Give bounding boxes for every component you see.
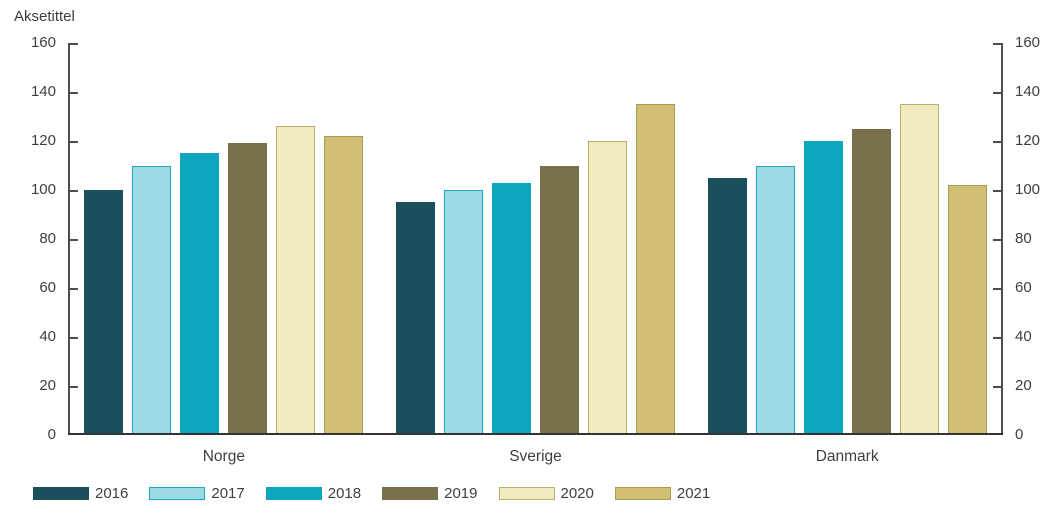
y-tick-label-left: 60 (39, 279, 56, 296)
y-tick-label-right: 80 (1015, 230, 1032, 247)
legend-swatch-2016 (33, 487, 89, 500)
axis-tick (70, 239, 78, 241)
y-tick-label-left: 160 (30, 34, 56, 51)
bar-2016-danmark[interactable] (707, 177, 747, 435)
legend-swatch-2018 (265, 487, 322, 500)
legend-label-2018: 2018 (327, 485, 362, 502)
bar-2021-norge[interactable] (324, 136, 364, 435)
bar-2019-norge[interactable] (228, 143, 268, 435)
y-tick-label-left: 20 (39, 377, 56, 394)
y-axis-line-right (1001, 43, 1003, 435)
y-tick-label-left: 140 (30, 83, 56, 100)
bar-2020-danmark[interactable] (899, 104, 939, 435)
legend-label-2017: 2017 (211, 485, 245, 502)
legend-swatch-2020 (498, 487, 555, 500)
bar-2017-norge[interactable] (132, 165, 172, 435)
legend-label-2016: 2016 (95, 485, 129, 502)
bar-2020-norge[interactable] (276, 126, 316, 435)
axis-tick (993, 92, 1001, 94)
bar-2017-sverige[interactable] (444, 190, 483, 435)
legend-swatch-2017 (149, 487, 206, 500)
x-axis-label-danmark: Danmark (815, 448, 879, 465)
axis-tick (993, 386, 1001, 388)
bar-2021-danmark[interactable] (947, 185, 987, 435)
legend-item-2021[interactable]: 2021 (614, 485, 711, 502)
x-axis-label-norge: Norge (202, 448, 245, 465)
axis-tick (70, 288, 78, 290)
bar-2018-norge[interactable] (180, 153, 220, 435)
y-tick-label-right: 160 (1015, 34, 1041, 51)
axis-tick (993, 190, 1001, 192)
axis-tick (70, 141, 78, 143)
y-tick-label-right: 20 (1015, 377, 1032, 394)
axis-tick (70, 190, 78, 192)
bar-2018-sverige[interactable] (492, 182, 531, 435)
y-tick-label-right: 60 (1015, 279, 1032, 296)
x-axis-label-sverige: Sverige (509, 448, 562, 465)
bar-2019-danmark[interactable] (851, 128, 891, 435)
legend-item-2019[interactable]: 2019 (382, 485, 478, 502)
y-tick-label-left: 80 (39, 230, 56, 247)
plot-area (68, 43, 1003, 435)
bar-2018-danmark[interactable] (803, 141, 843, 435)
legend-swatch-2019 (382, 487, 439, 500)
axis-tick (993, 141, 1001, 143)
bar-2019-sverige[interactable] (540, 165, 579, 435)
legend-swatch-2021 (614, 487, 671, 500)
y-tick-label-left: 120 (30, 132, 56, 149)
y-tick-label-right: 120 (1015, 132, 1041, 149)
bar-2016-sverige[interactable] (396, 202, 435, 435)
axis-tick (70, 43, 78, 45)
axis-tick (993, 337, 1001, 339)
axis-tick (993, 43, 1001, 45)
legend-item-2018[interactable]: 2018 (265, 485, 362, 502)
legend-item-2020[interactable]: 2020 (498, 485, 594, 502)
bar-2016-norge[interactable] (84, 190, 124, 435)
bar-2020-sverige[interactable] (588, 141, 627, 435)
y-tick-label-right: 140 (1015, 83, 1041, 100)
legend-label-2019: 2019 (444, 485, 478, 502)
legend-label-2020: 2020 (560, 485, 594, 502)
y-tick-label-left: 0 (47, 426, 56, 443)
legend: 2016 2017 2018 2019 2020 2021 (33, 485, 731, 502)
y-axis-line-left (68, 43, 70, 435)
y-tick-label-left: 100 (30, 181, 56, 198)
legend-item-2016[interactable]: 2016 (33, 485, 128, 502)
bar-2021-sverige[interactable] (636, 104, 675, 435)
y-tick-label-right: 40 (1015, 328, 1032, 345)
legend-item-2017[interactable]: 2017 (149, 485, 245, 502)
axis-title: Aksetittel (14, 8, 75, 25)
legend-label-2021: 2021 (676, 485, 711, 502)
y-tick-label-left: 40 (39, 328, 56, 345)
axis-tick (993, 288, 1001, 290)
bar-2017-danmark[interactable] (755, 165, 795, 435)
axis-tick (70, 92, 78, 94)
y-tick-label-right: 0 (1015, 426, 1024, 443)
axis-tick (70, 386, 78, 388)
axis-tick (70, 337, 78, 339)
axis-tick (993, 239, 1001, 241)
y-tick-label-right: 100 (1015, 181, 1041, 198)
x-axis-line (68, 433, 1003, 435)
